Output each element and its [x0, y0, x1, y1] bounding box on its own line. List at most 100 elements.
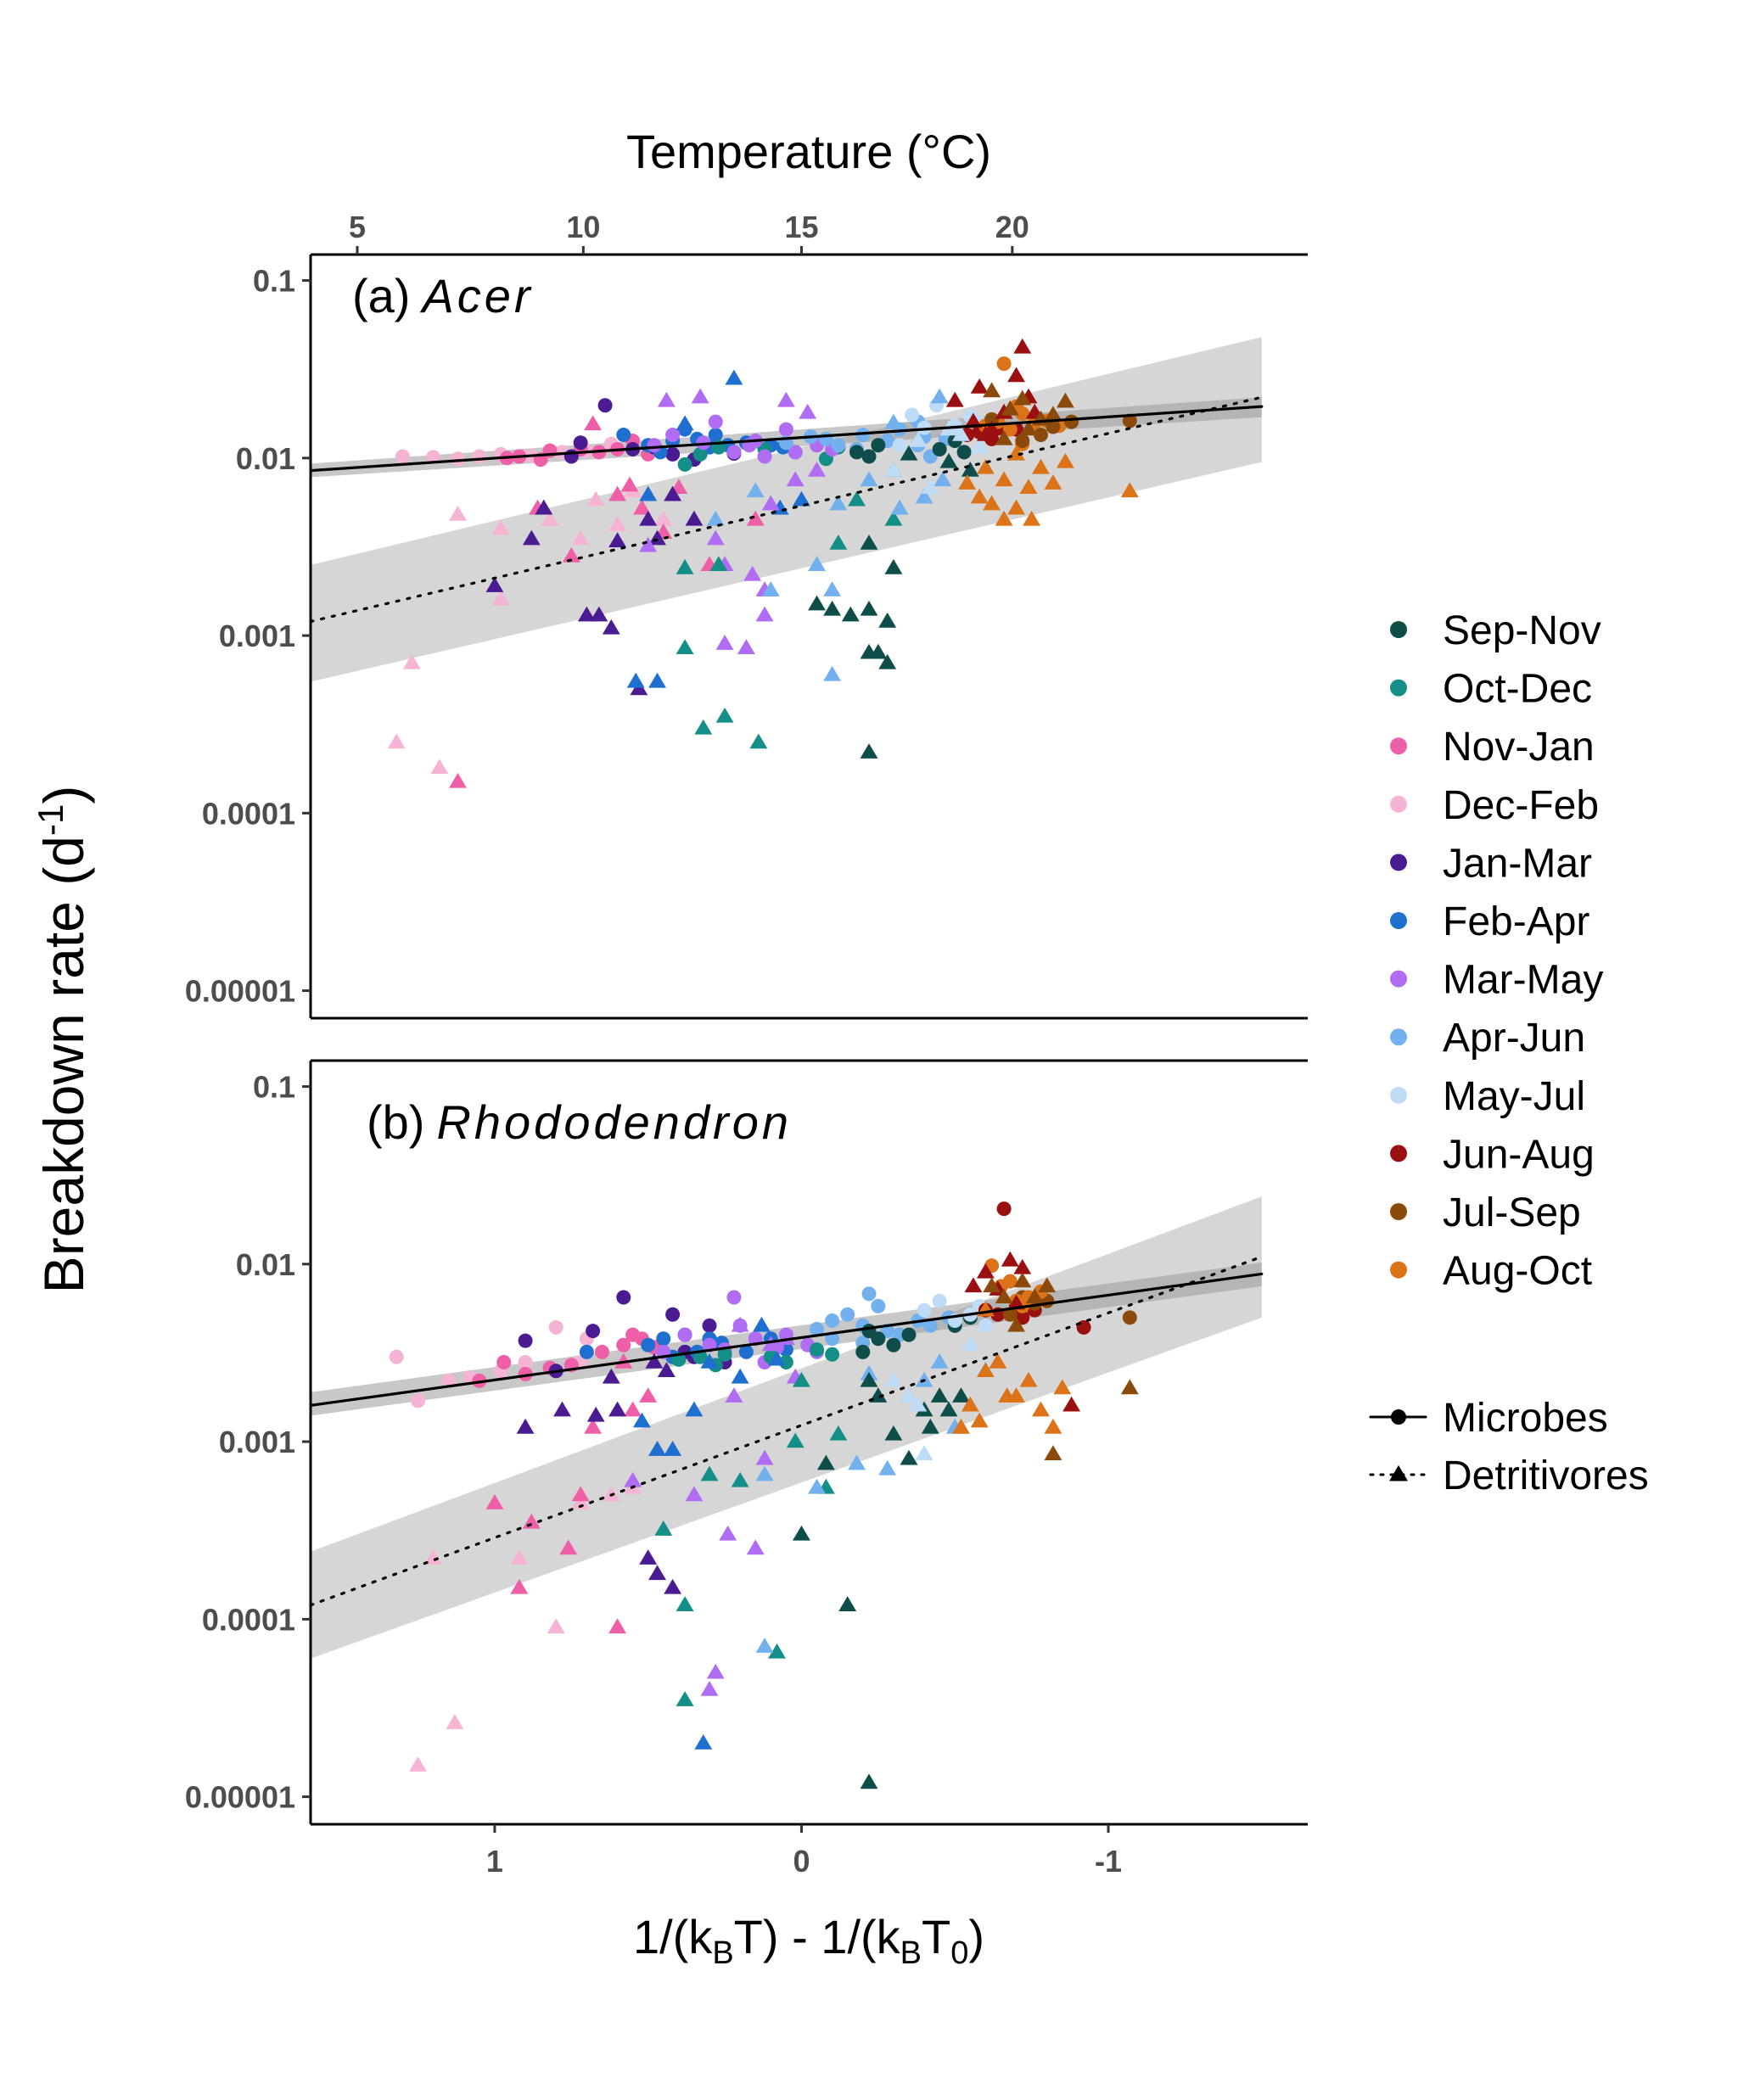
point-a-microbe-may-jul — [905, 407, 920, 423]
point-a-detritivore-jun-aug — [945, 391, 964, 407]
point-b-microbe-jul-sep — [1002, 1307, 1018, 1322]
legend-marker-circle — [1391, 1409, 1406, 1425]
point-a-detritivore-sep-nov — [860, 600, 878, 616]
point-b-detritivore-aug-oct — [970, 1412, 989, 1428]
point-b-detritivore-jun-aug — [1001, 1251, 1019, 1267]
point-a-microbe-dec-feb — [395, 449, 410, 464]
point-b-detritivore-jan-mar — [602, 1368, 620, 1384]
point-b-detritivore-oct-dec — [768, 1643, 786, 1659]
top-tick-label: 5 — [349, 210, 366, 244]
point-b-microbe-mar-may — [677, 1327, 692, 1342]
point-a-detritivore-sep-nov — [808, 595, 826, 611]
point-b-detritivore-oct-dec — [676, 1691, 694, 1706]
point-b-detritivore-sep-nov — [939, 1401, 958, 1417]
point-a-microbe-jul-sep — [1064, 414, 1079, 429]
panel-label-a: (a) Acer — [352, 269, 534, 322]
point-a-microbe-oct-dec — [677, 456, 692, 472]
point-b-microbe-sep-nov — [886, 1337, 901, 1352]
point-b-detritivore-oct-dec — [731, 1471, 749, 1487]
point-a-detritivore-jul-sep — [1001, 400, 1019, 416]
point-a-detritivore-feb-apr — [648, 672, 666, 688]
point-b-detritivore-nov-jan — [624, 1401, 642, 1417]
point-a-detritivore-dec-feb — [387, 733, 406, 749]
point-b-detritivore-dec-feb — [446, 1714, 464, 1729]
legend-swatch — [1390, 1261, 1407, 1279]
point-b-detritivore-mar-may — [624, 1471, 642, 1487]
point-b-microbe-oct-dec — [810, 1342, 825, 1358]
point-a-detritivore-mar-may — [691, 388, 709, 404]
point-b-detritivore-sep-nov — [952, 1387, 970, 1403]
point-b-detritivore-mar-may — [746, 1539, 765, 1555]
point-a-detritivore-mar-may — [799, 403, 817, 419]
point-a-detritivore-nov-jan — [620, 476, 639, 492]
point-b-detritivore-jan-mar — [657, 1362, 676, 1377]
point-a-detritivore-dec-feb — [402, 653, 421, 669]
point-b-detritivore-jul-sep — [995, 1288, 1013, 1304]
legend-label: Sep-Nov — [1443, 608, 1601, 653]
point-a-microbe-dec-feb — [451, 451, 466, 467]
point-b-detritivore-feb-apr — [700, 1352, 719, 1369]
point-a-detritivore-jun-aug — [1013, 338, 1032, 354]
point-a-microbe-sep-nov — [956, 445, 972, 460]
point-a-detritivore-feb-apr — [725, 369, 743, 385]
point-b-microbe-aug-oct — [1002, 1274, 1018, 1289]
point-b-detritivore-aug-oct — [1044, 1418, 1062, 1434]
point-a-microbe-feb-apr — [708, 428, 723, 443]
point-a-detritivore-feb-apr — [639, 485, 658, 501]
point-a-detritivore-apr-jun — [890, 499, 909, 515]
point-b-microbe-may-jul — [917, 1302, 932, 1318]
point-b-detritivore-mar-may — [755, 1449, 774, 1465]
point-a-microbe-mar-may — [778, 422, 793, 437]
point-a-detritivore-dec-feb — [541, 510, 559, 526]
point-a-microbe-mar-may — [788, 445, 803, 460]
point-b-microbe-sep-nov — [901, 1327, 917, 1342]
point-b-microbe-mar-may — [726, 1290, 742, 1305]
point-b-microbe-dec-feb — [411, 1393, 426, 1408]
y-tick-label-b: 0.1 — [253, 1070, 295, 1105]
point-a-detritivore-oct-dec — [848, 490, 866, 507]
legend-label: Jan-Mar — [1443, 841, 1592, 886]
point-b-detritivore-oct-dec — [654, 1520, 673, 1536]
point-b-detritivore-feb-apr — [664, 1441, 682, 1456]
point-b-detritivore-jan-mar — [586, 1406, 605, 1422]
point-a-detritivore-jan-mar — [485, 577, 504, 592]
point-b-microbe-jan-mar — [616, 1290, 631, 1305]
point-a-microbe-sep-nov — [871, 438, 886, 453]
point-b-microbe-dec-feb — [518, 1355, 533, 1370]
point-a-detritivore-jul-sep — [983, 382, 1001, 398]
point-b-detritivore-dec-feb — [424, 1549, 443, 1565]
point-a-detritivore-aug-oct — [995, 510, 1013, 526]
x-axis-title: 1/(kBT) - 1/(kBT0) — [633, 1910, 984, 1971]
legend-swatch — [1390, 795, 1407, 813]
point-b-detritivore-jul-sep — [1025, 1288, 1044, 1304]
legend: Sep-Nov Oct-Dec Nov-Jan Dec-Feb Jan-Mar Feb-A… — [1369, 608, 1649, 1498]
point-a-detritivore-jun-aug — [964, 412, 983, 428]
point-a-detritivore-aug-oct — [1023, 510, 1041, 526]
point-a-microbe-jul-sep — [984, 412, 1000, 427]
point-a-microbe-mar-may — [708, 414, 723, 429]
point-a-detritivore-mar-may — [657, 391, 676, 407]
y-tick-label-a: 0.01 — [236, 441, 295, 476]
point-b-microbe-nov-jan — [518, 1367, 533, 1382]
point-b-detritivore-feb-apr — [685, 1401, 704, 1417]
panel-acer: 0.1 0.01 0.001 0.0001 0.00001 5 10 15 20 — [185, 210, 1308, 1020]
point-b-microbe-nov-jan — [616, 1337, 631, 1352]
point-b-microbe-apr-jun — [922, 1318, 938, 1333]
point-b-detritivore-oct-dec — [700, 1465, 719, 1481]
point-b-microbe-oct-dec — [778, 1355, 793, 1370]
point-a-detritivore-oct-dec — [676, 639, 694, 655]
point-a-detritivore-aug-oct — [1032, 458, 1050, 474]
point-b-microbe-feb-apr — [579, 1344, 594, 1359]
x-tick-label: 1 — [486, 1844, 503, 1879]
point-a-detritivore-mar-may — [786, 471, 805, 487]
y-tick-label-a: 0.0001 — [202, 796, 295, 831]
legend-label: Apr-Jun — [1443, 1016, 1585, 1061]
point-a-detritivore-jan-mar — [664, 485, 682, 501]
point-b-microbe-apr-jun — [825, 1313, 840, 1329]
point-b-detritivore-jul-sep — [1120, 1379, 1139, 1395]
point-a-detritivore-oct-dec — [709, 556, 728, 571]
point-b-detritivore-feb-apr — [694, 1733, 713, 1750]
point-a-detritivore-mar-may — [706, 529, 725, 546]
point-b-detritivore-nov-jan — [584, 1418, 603, 1434]
point-a-microbe-apr-jun — [831, 438, 846, 453]
